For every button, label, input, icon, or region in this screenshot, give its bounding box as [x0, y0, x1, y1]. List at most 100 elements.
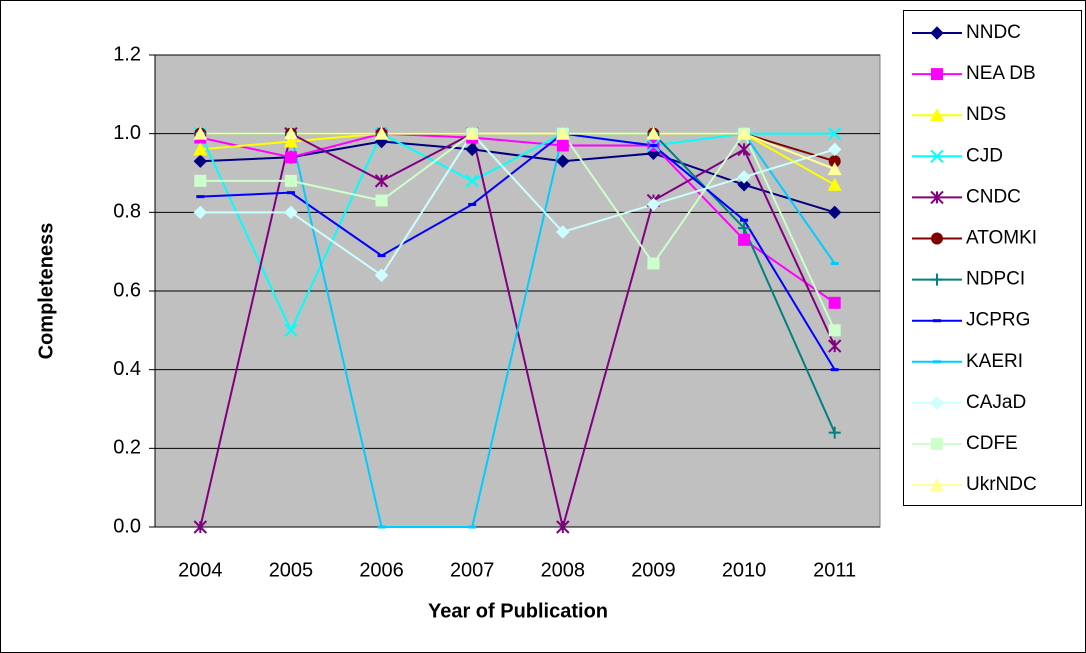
marker — [738, 222, 751, 235]
marker — [556, 139, 569, 152]
y-tick-label: 0.6 — [113, 279, 141, 301]
legend-box — [903, 10, 1082, 506]
legend-marker — [930, 478, 944, 492]
marker — [284, 323, 298, 338]
marker — [468, 202, 477, 206]
marker — [737, 178, 751, 192]
series-line — [200, 132, 835, 277]
legend-label: JCPRG — [966, 310, 1030, 331]
series-line — [200, 140, 835, 214]
marker — [193, 520, 208, 534]
series-line — [199, 132, 835, 333]
legend-marker — [930, 149, 944, 164]
marker — [193, 142, 208, 156]
marker — [377, 525, 386, 529]
marker — [465, 142, 479, 157]
legend-label: NDPCI — [966, 269, 1025, 290]
marker — [468, 525, 477, 529]
y-tick-label: 1.0 — [113, 122, 141, 144]
legend-label: KAERI — [966, 351, 1023, 372]
marker — [740, 218, 749, 222]
y-axis-label: Completeness — [35, 223, 57, 360]
marker — [556, 154, 570, 168]
legend-marker — [933, 319, 941, 323]
legend-marker — [930, 108, 944, 122]
marker — [377, 254, 386, 258]
marker — [283, 126, 298, 140]
marker — [374, 126, 389, 140]
x-tick-label: 2005 — [269, 559, 314, 581]
x-tick-label: 2010 — [722, 559, 767, 581]
y-tick-label: 0.0 — [113, 515, 141, 537]
legend-marker — [931, 273, 943, 286]
marker — [649, 143, 658, 147]
y-tick-label: 0.8 — [113, 201, 141, 223]
marker — [646, 197, 661, 212]
marker — [193, 126, 208, 140]
marker — [737, 142, 751, 157]
marker — [374, 174, 389, 188]
marker — [284, 151, 297, 164]
legend-label: CNDC — [966, 186, 1021, 207]
marker — [465, 174, 479, 188]
legend-label: CJD — [966, 145, 1003, 166]
marker — [194, 174, 207, 187]
marker — [827, 126, 842, 141]
legend-label: NDS — [966, 104, 1006, 125]
legend-label: NNDC — [966, 22, 1021, 43]
marker — [286, 191, 295, 195]
marker — [646, 126, 661, 140]
x-tick-label: 2008 — [541, 559, 586, 581]
legend-marker — [930, 396, 944, 410]
series-line — [200, 132, 836, 304]
legend-label: ATOMKI — [966, 228, 1037, 249]
legend-marker — [930, 190, 944, 205]
marker — [827, 205, 842, 220]
legend-marker — [933, 360, 941, 364]
y-tick-label: 0.4 — [113, 358, 141, 380]
x-tick-label: 2009 — [631, 559, 676, 581]
x-tick-label: 2011 — [813, 559, 856, 581]
legend-label: UkrNDC — [966, 474, 1037, 495]
marker — [827, 177, 842, 191]
x-tick-label: 2006 — [359, 559, 404, 581]
marker — [647, 257, 660, 270]
marker — [465, 126, 480, 140]
legend-label: CDFE — [966, 433, 1018, 454]
marker — [196, 195, 205, 199]
marker — [374, 268, 389, 282]
marker — [375, 194, 388, 207]
marker — [828, 155, 841, 168]
marker — [283, 134, 298, 148]
legend-label: NEA DB — [966, 63, 1036, 84]
y-tick-label: 1.2 — [113, 43, 141, 65]
marker — [828, 324, 841, 337]
x-tick-label: 2007 — [450, 559, 495, 581]
marker — [828, 426, 841, 439]
marker — [193, 154, 208, 168]
series-line — [200, 132, 836, 170]
legend-marker — [930, 26, 944, 40]
marker — [827, 142, 842, 157]
legend-marker — [931, 232, 943, 245]
x-axis-label: Year of Publication — [428, 600, 608, 622]
marker — [555, 126, 570, 140]
marker — [830, 368, 839, 372]
marker — [737, 126, 752, 140]
marker — [828, 296, 841, 309]
marker — [284, 174, 297, 187]
marker — [556, 225, 570, 239]
x-tick-label: 2004 — [178, 559, 223, 581]
marker — [827, 339, 842, 353]
marker — [827, 162, 842, 176]
marker — [738, 233, 751, 246]
legend-marker — [931, 438, 943, 450]
legend-label: CAJaD — [966, 392, 1026, 413]
marker — [556, 520, 570, 534]
marker — [737, 170, 751, 184]
marker — [193, 205, 208, 220]
marker — [830, 261, 839, 265]
y-tick-label: 0.2 — [113, 437, 141, 459]
legend-marker — [931, 68, 943, 81]
